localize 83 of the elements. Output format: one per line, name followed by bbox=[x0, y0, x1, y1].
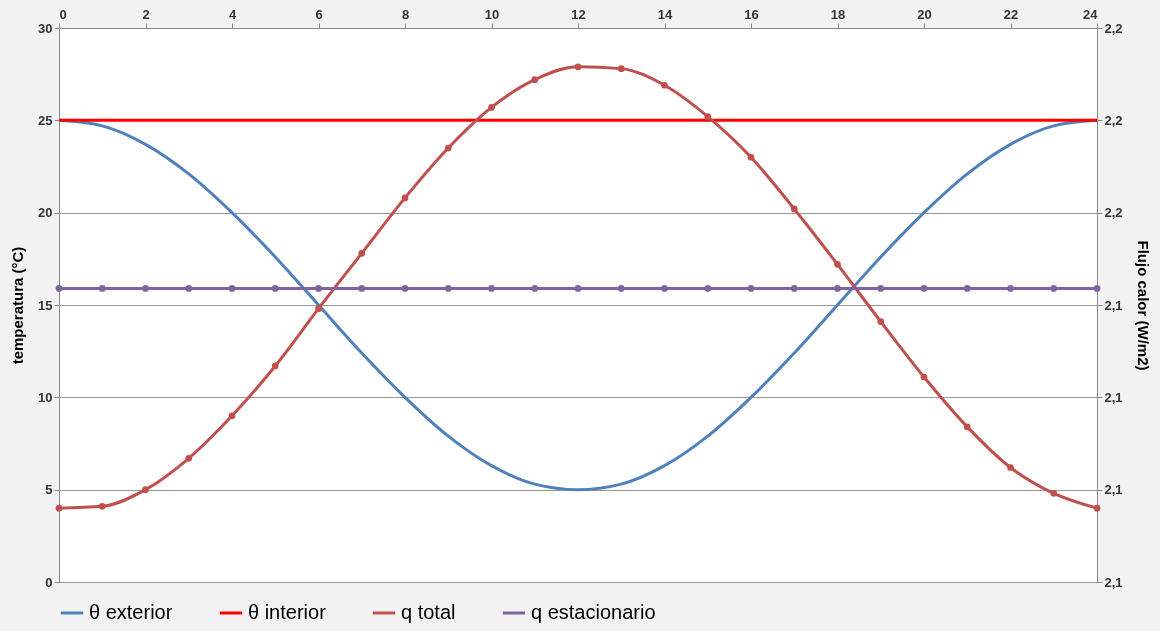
x-tick-label: 10 bbox=[484, 6, 500, 22]
point bbox=[98, 502, 106, 510]
y-tick-label: 20 bbox=[38, 205, 53, 221]
legend-label: θ exterior bbox=[89, 601, 173, 623]
x-tick-label: 22 bbox=[1003, 6, 1019, 22]
legend-label: q estacionario bbox=[531, 601, 656, 623]
point bbox=[531, 285, 539, 292]
point bbox=[790, 285, 798, 292]
point bbox=[315, 305, 322, 313]
x-tick-label: 0 bbox=[59, 6, 67, 22]
point bbox=[920, 285, 928, 292]
y2-tick-label: 2,1 bbox=[1104, 297, 1123, 313]
x-tick-label: 2 bbox=[142, 6, 150, 22]
point bbox=[920, 373, 928, 381]
x-tick-label: 18 bbox=[830, 6, 846, 22]
point bbox=[98, 285, 106, 292]
point bbox=[661, 285, 668, 292]
x-tick-label: 20 bbox=[917, 6, 932, 22]
point bbox=[358, 249, 366, 257]
point bbox=[877, 285, 885, 292]
point bbox=[1050, 285, 1058, 292]
point bbox=[142, 486, 149, 494]
y-tick-label: 5 bbox=[45, 482, 53, 498]
point bbox=[574, 285, 582, 292]
legend-label: q total bbox=[401, 601, 456, 623]
point bbox=[271, 362, 279, 370]
point bbox=[834, 285, 841, 292]
point bbox=[747, 285, 755, 292]
point bbox=[747, 153, 755, 161]
point bbox=[617, 65, 625, 72]
y2-tick-label: 2,2 bbox=[1104, 20, 1123, 36]
y2-tick-label: 2,2 bbox=[1104, 205, 1123, 221]
x-tick-label: 12 bbox=[571, 6, 586, 22]
x-tick-label: 16 bbox=[744, 6, 759, 22]
x-tick-label: 24 bbox=[1083, 6, 1099, 22]
y2-tick-label: 2,1 bbox=[1104, 389, 1123, 405]
y-axis-title: temperatura (°C) bbox=[9, 246, 27, 365]
y-tick-label: 25 bbox=[38, 112, 53, 128]
x-tick-label: 4 bbox=[228, 6, 237, 22]
point bbox=[661, 81, 668, 89]
point bbox=[488, 285, 495, 292]
point bbox=[401, 285, 409, 292]
x-tick-label: 6 bbox=[315, 6, 323, 22]
point bbox=[315, 285, 322, 292]
y-tick-label: 30 bbox=[38, 20, 53, 36]
point bbox=[271, 285, 279, 292]
point bbox=[531, 76, 539, 84]
x-tick-label: 8 bbox=[401, 6, 410, 22]
point bbox=[185, 454, 193, 462]
point bbox=[963, 423, 971, 431]
point bbox=[834, 261, 841, 268]
point bbox=[228, 412, 236, 420]
point bbox=[877, 318, 885, 325]
point bbox=[358, 285, 366, 292]
point bbox=[55, 285, 63, 292]
point bbox=[574, 63, 582, 71]
y-tick-label: 10 bbox=[38, 389, 53, 405]
y2-tick-label: 2,1 bbox=[1104, 574, 1123, 590]
point bbox=[488, 104, 495, 111]
legend-label: θ interior bbox=[248, 601, 327, 623]
x-tick-label: 14 bbox=[657, 6, 673, 22]
point bbox=[704, 285, 712, 292]
y2-tick-label: 2,2 bbox=[1104, 112, 1123, 128]
point bbox=[1007, 285, 1014, 292]
point bbox=[1050, 490, 1058, 497]
point bbox=[444, 285, 452, 292]
point bbox=[55, 504, 63, 512]
point bbox=[617, 285, 625, 292]
y2-axis-title: Flujo calor (W/m2) bbox=[1134, 240, 1152, 371]
point bbox=[704, 113, 712, 120]
y2-tick-label: 2,1 bbox=[1104, 482, 1123, 498]
point bbox=[185, 285, 193, 292]
point bbox=[444, 144, 452, 152]
point bbox=[142, 285, 149, 292]
point bbox=[1093, 285, 1101, 292]
point bbox=[1007, 464, 1014, 471]
point bbox=[963, 285, 971, 292]
y-tick-label: 0 bbox=[45, 574, 53, 590]
point bbox=[401, 194, 409, 202]
point bbox=[790, 205, 798, 213]
point bbox=[228, 285, 236, 292]
point bbox=[1093, 504, 1101, 512]
y-tick-label: 15 bbox=[38, 297, 53, 313]
